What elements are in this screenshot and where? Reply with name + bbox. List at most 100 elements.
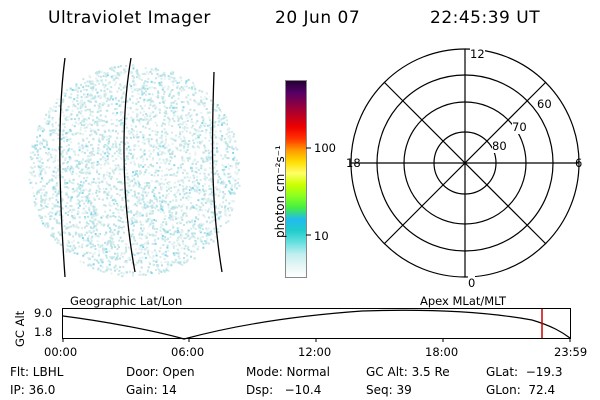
uv-pixel <box>210 178 212 181</box>
uv-pixel <box>127 207 130 210</box>
uv-pixel <box>179 126 181 129</box>
uv-pixel <box>96 259 98 262</box>
uv-pixel <box>105 100 108 103</box>
uv-pixel <box>168 162 171 165</box>
uv-pixel <box>185 114 187 117</box>
uv-pixel <box>93 219 96 222</box>
uv-pixel <box>105 269 108 272</box>
uv-pixel <box>225 148 228 151</box>
uv-pixel <box>67 248 70 251</box>
uv-pixel <box>177 217 180 219</box>
uv-pixel <box>60 108 63 111</box>
uv-pixel <box>157 92 160 95</box>
uv-pixel <box>204 168 207 171</box>
uv-pixel <box>203 125 206 128</box>
uv-pixel <box>121 95 124 98</box>
uv-pixel <box>231 192 234 195</box>
uv-pixel <box>135 248 137 251</box>
uv-pixel <box>178 81 181 84</box>
uv-pixel <box>156 124 159 127</box>
uv-pixel <box>34 205 36 207</box>
uv-pixel <box>78 175 81 178</box>
uv-pixel <box>168 209 171 212</box>
uv-pixel <box>87 239 90 242</box>
uv-pixel <box>201 140 204 142</box>
uv-pixel <box>224 140 227 143</box>
uv-pixel <box>87 167 90 170</box>
uv-pixel <box>215 160 218 163</box>
uv-pixel <box>100 75 102 78</box>
uv-pixel <box>227 167 230 170</box>
uv-pixel <box>76 87 79 90</box>
uv-pixel <box>138 118 141 121</box>
uv-pixel <box>92 85 95 88</box>
uv-pixel <box>159 226 162 229</box>
uv-pixel <box>166 263 169 266</box>
uv-pixel <box>190 114 193 117</box>
uv-pixel <box>188 179 191 182</box>
uv-pixel <box>181 87 184 90</box>
orbit-plot-frame <box>62 308 571 339</box>
uv-pixel <box>72 187 75 190</box>
uv-pixel <box>67 249 70 252</box>
uv-pixel <box>160 233 163 236</box>
uv-pixel <box>235 162 238 165</box>
uv-pixel <box>81 243 84 246</box>
uv-pixel <box>167 269 170 272</box>
uv-pixel <box>86 168 89 171</box>
uv-pixel <box>136 136 139 139</box>
uv-pixel <box>203 215 206 218</box>
uv-pixel <box>196 179 198 181</box>
uv-pixel <box>44 199 47 202</box>
uv-pixel <box>229 175 232 178</box>
uv-pixel <box>94 233 97 235</box>
uv-pixel <box>211 200 214 203</box>
uv-pixel <box>100 216 103 219</box>
uv-pixel <box>174 139 177 142</box>
time-label: 22:45:39 UT <box>430 8 541 28</box>
uv-pixel <box>173 186 176 189</box>
uv-pixel <box>119 104 122 106</box>
uv-pixel <box>140 251 143 254</box>
uv-pixel <box>129 107 132 110</box>
uv-pixel <box>98 181 101 184</box>
uv-pixel <box>116 231 119 234</box>
uv-pixel <box>88 80 91 83</box>
uv-pixel <box>197 213 200 216</box>
uv-pixel <box>185 221 188 224</box>
polar-plot <box>350 48 580 278</box>
uv-pixel <box>210 168 213 171</box>
uv-pixel <box>182 190 185 193</box>
uv-pixel <box>158 136 161 139</box>
uv-pixel <box>200 222 202 225</box>
uv-pixel <box>68 147 71 150</box>
uv-pixel <box>97 144 100 146</box>
uv-pixel <box>196 141 199 144</box>
uv-pixel <box>87 123 90 126</box>
uv-pixel <box>170 137 173 140</box>
uv-pixel <box>185 130 188 133</box>
uv-pixel <box>39 208 42 211</box>
uv-pixel <box>132 120 135 123</box>
uv-pixel <box>97 163 100 166</box>
uv-pixel <box>142 196 145 199</box>
uv-pixel <box>84 130 87 133</box>
uv-pixel <box>119 152 122 155</box>
uv-pixel <box>139 211 142 214</box>
uv-pixel <box>198 230 201 233</box>
uv-pixel <box>108 250 111 253</box>
uv-pixel <box>186 126 189 129</box>
uv-pixel <box>143 248 146 251</box>
uv-pixel <box>169 236 172 239</box>
uv-pixel <box>89 93 92 96</box>
uv-pixel <box>75 172 78 175</box>
uv-pixel <box>229 165 232 167</box>
uv-pixel <box>164 254 167 257</box>
uv-pixel <box>148 186 151 189</box>
uv-pixel <box>213 219 216 222</box>
uv-pixel <box>155 231 158 234</box>
uv-pixel <box>67 160 69 163</box>
uv-pixel <box>64 186 66 189</box>
uv-pixel <box>203 197 206 200</box>
uv-pixel <box>203 232 206 234</box>
